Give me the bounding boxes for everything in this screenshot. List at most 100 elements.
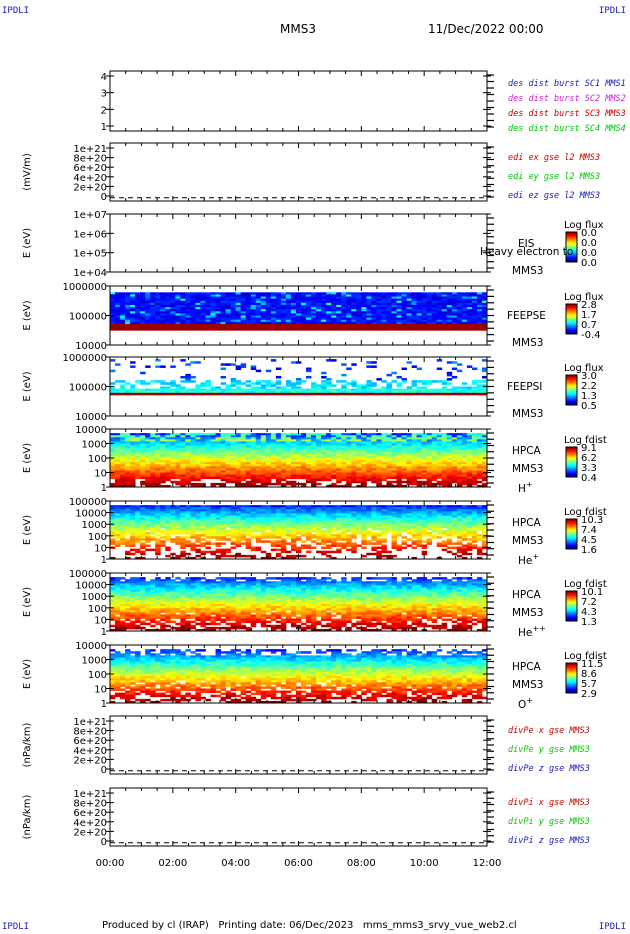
spectrogram-cell: [205, 441, 211, 444]
spectrogram-cell: [250, 298, 257, 302]
spectrogram-cell: [356, 319, 362, 323]
spectrogram-cell: [376, 478, 382, 482]
spectrogram-cell: [436, 445, 443, 449]
spectrogram-cell: [441, 323, 448, 327]
spectrogram-cell: [326, 443, 332, 446]
spectrogram-cell: [451, 449, 458, 453]
spectrogram-cell: [140, 328, 146, 331]
spectrogram-cell: [155, 525, 161, 529]
spectrogram-cell: [205, 550, 211, 554]
spectrogram-cell: [120, 472, 126, 475]
spectrogram-cell: [210, 552, 216, 556]
y-tick-label: 1000000: [62, 353, 107, 364]
spectrogram-cell: [255, 313, 262, 316]
spectrogram-cell: [190, 517, 196, 521]
spectrogram-cell: [200, 556, 206, 560]
spectrogram-cell: [225, 386, 232, 390]
spectrogram-cell: [471, 315, 478, 319]
spectrogram-cell: [306, 478, 312, 482]
spectrogram-cell: [200, 315, 206, 319]
spectrogram-cell: [396, 294, 402, 297]
spectrogram-cell: [316, 453, 322, 457]
spectrogram-cell: [426, 326, 433, 329]
spectrogram-cell: [321, 319, 327, 323]
spectrogram-cell: [245, 298, 252, 302]
spectrogram-cell: [120, 540, 126, 543]
spectrogram-cell: [421, 435, 428, 438]
spectrogram-cell: [250, 323, 257, 327]
spectrogram-cell: [426, 390, 433, 394]
spectrogram-cell: [295, 433, 302, 436]
spectrogram-cell: [250, 294, 257, 297]
spectrogram-cell: [240, 513, 247, 516]
spectrogram-cell: [225, 388, 232, 392]
spectrogram-cell: [135, 302, 141, 306]
spectrogram-cell: [476, 319, 483, 323]
spectrogram-cell: [170, 449, 176, 453]
spectrogram-cell: [240, 433, 247, 436]
y-axis-label: E (eV): [22, 371, 33, 401]
spectrogram-cell: [195, 550, 201, 554]
spectrogram-cell: [155, 480, 161, 484]
spectrogram-cell: [255, 307, 262, 310]
spectrogram-cell: [426, 292, 433, 295]
spectrogram-cell: [356, 484, 362, 488]
spectrogram-cell: [235, 435, 242, 438]
spectrogram-cell: [110, 323, 116, 327]
spectrogram-cell: [235, 519, 242, 523]
spectrogram-cell: [451, 304, 458, 308]
spectrogram-cell: [456, 466, 463, 469]
spectrogram-cell: [270, 384, 277, 387]
spectrogram-cell: [235, 480, 242, 484]
spectrogram-cell: [225, 313, 232, 316]
spectrogram-cell: [270, 476, 277, 480]
legend-entry: des dist burst SC3 MMS3: [508, 109, 626, 119]
spectrogram-cell: [411, 470, 418, 473]
spectrogram-cell: [306, 437, 312, 440]
spectrogram-cell: [225, 523, 232, 527]
spectrogram-cell: [316, 439, 322, 442]
y-tick-label: 100: [88, 454, 107, 465]
spectrogram-cell: [215, 527, 221, 531]
spectrogram-cell: [240, 317, 247, 321]
spectrogram-cell: [451, 307, 458, 310]
spectrogram-cell: [391, 309, 397, 312]
spectrogram-cell: [451, 315, 458, 319]
spectrogram-cell: [220, 382, 227, 385]
spectrogram-cell: [270, 451, 277, 455]
spectrogram-cell: [165, 511, 171, 514]
spectrogram-cell: [421, 328, 428, 331]
spectrogram-cell: [321, 472, 327, 475]
spectrogram-cell: [351, 474, 357, 478]
spectrogram-cell: [180, 554, 186, 558]
spectrogram-cell: [150, 300, 156, 304]
spectrogram-cell: [130, 326, 136, 329]
spectrogram-cell: [426, 433, 433, 436]
spectrogram-cell: [290, 519, 297, 523]
spectrogram-cell: [180, 540, 186, 543]
spectrogram-cell: [411, 468, 418, 471]
spectrogram-cell: [316, 392, 322, 396]
spectrogram-cell: [321, 449, 327, 453]
spectrogram-cell: [260, 304, 267, 308]
spectrogram-cell: [250, 445, 257, 449]
spectrogram-cell: [165, 536, 171, 539]
spectrogram-cell: [155, 484, 161, 488]
spectrogram-cell: [200, 304, 206, 308]
spectrogram-cell: [175, 311, 181, 314]
spectrogram-cell: [110, 296, 116, 300]
spectrogram-cell: [155, 466, 161, 469]
spectrogram-cell: [165, 392, 171, 396]
spectrogram-cell: [461, 462, 468, 465]
spectrogram-cell: [391, 371, 397, 375]
spectrogram-cell: [250, 304, 257, 308]
spectrogram-cell: [230, 435, 237, 438]
spectrogram-cell: [165, 474, 171, 478]
spectrogram-cell: [321, 313, 327, 316]
spectrogram-cell: [265, 455, 272, 459]
spectrogram-cell: [175, 509, 181, 512]
spectrogram-cell: [205, 536, 211, 539]
spectrogram-cell: [280, 451, 287, 455]
spectrogram-cell: [245, 380, 252, 383]
spectrogram-cell: [401, 292, 407, 295]
